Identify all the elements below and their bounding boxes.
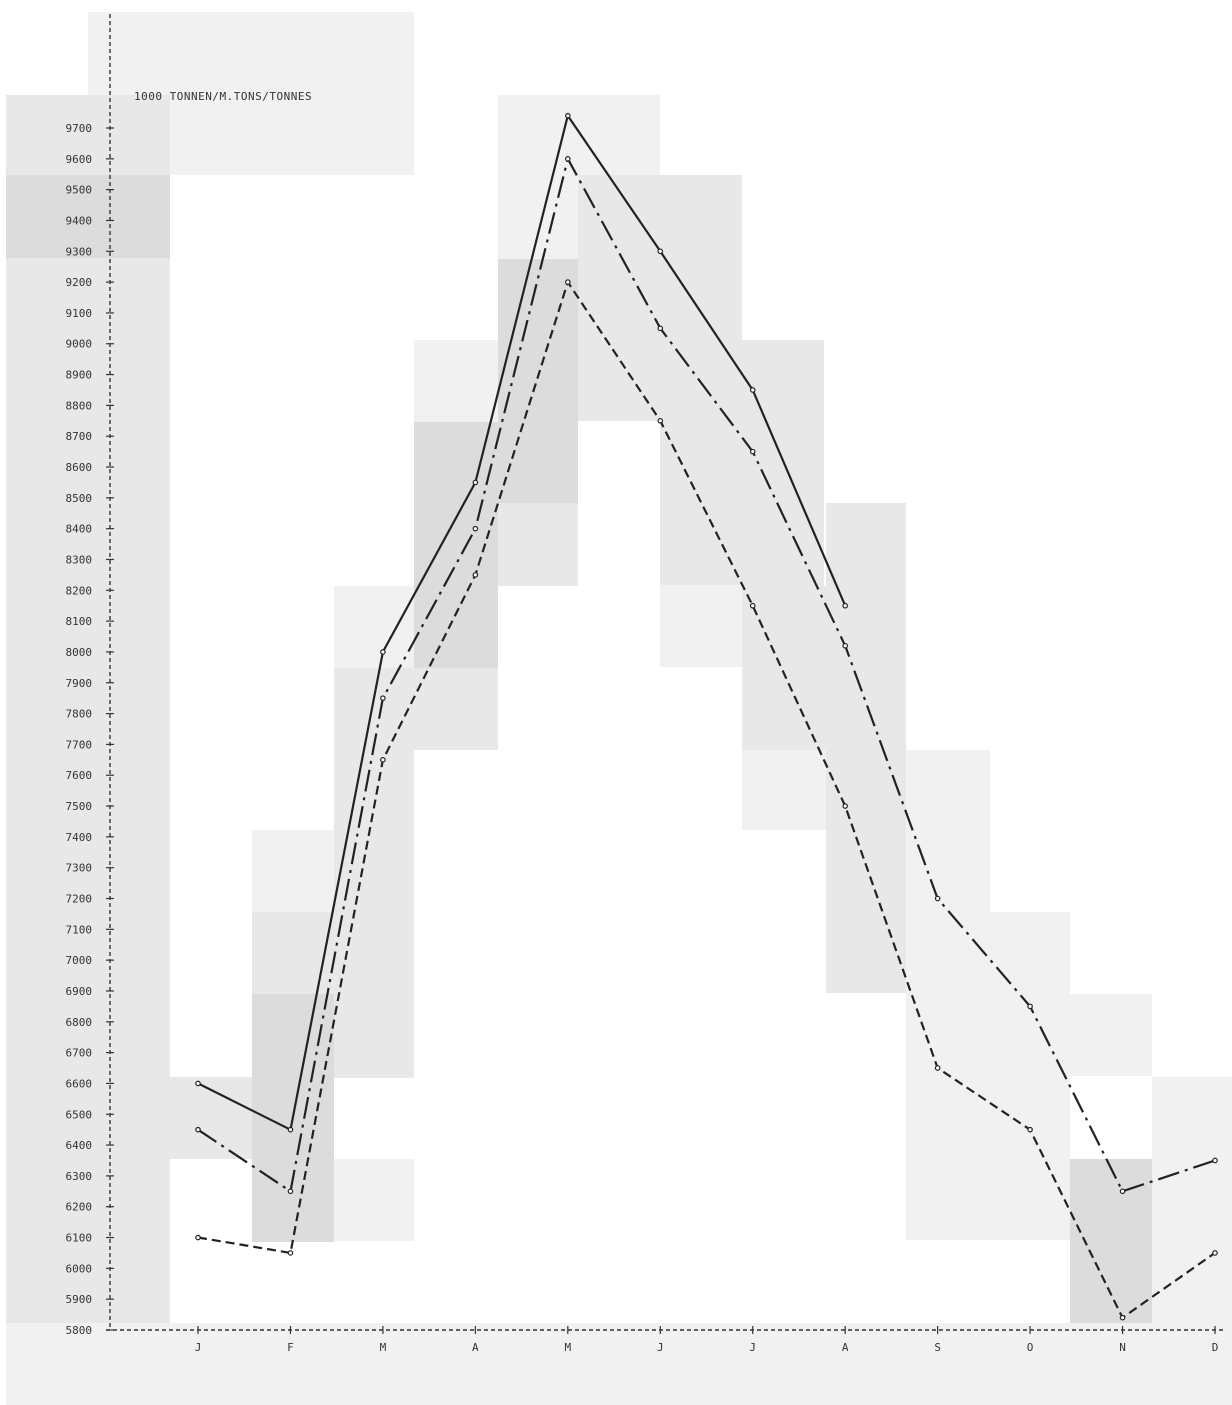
y-tick-label: 6300 <box>66 1170 93 1183</box>
y-tick-label: 6000 <box>66 1262 93 1275</box>
x-tick-label: A <box>472 1341 479 1354</box>
y-tick-label: 6600 <box>66 1077 93 1090</box>
x-tick-label: N <box>1119 1341 1126 1354</box>
series-point-dashed <box>1027 1126 1033 1133</box>
y-tick-label: 8600 <box>66 461 93 474</box>
y-tick-label: 7100 <box>66 923 93 936</box>
y-tick-label: 9300 <box>66 245 93 258</box>
series-line-dashed <box>197 281 1216 1319</box>
x-tick-label: M <box>380 1341 387 1354</box>
unit-label: 1000 TONNEN/M.TONS/TONNES <box>134 90 312 103</box>
series-point-dash-dot <box>1119 1188 1126 1195</box>
y-tick-label: 9700 <box>66 122 93 135</box>
y-tick-label: 9400 <box>66 214 93 227</box>
series-point-solid <box>657 248 664 255</box>
series-point-dash-dot <box>842 642 848 649</box>
y-tick-label: 6800 <box>66 1016 93 1029</box>
series-point-solid <box>380 649 386 655</box>
x-tick-label: J <box>749 1341 756 1354</box>
series-point-dash-dot <box>657 325 664 332</box>
series-point-dashed <box>934 1065 941 1071</box>
y-tick-label: 7600 <box>66 769 93 782</box>
series-point-dashed <box>287 1250 294 1256</box>
x-tick-label: J <box>657 1341 664 1354</box>
y-tick-label: 9200 <box>66 276 93 289</box>
x-tick-label: A <box>842 1341 849 1354</box>
x-tick-label: F <box>287 1341 294 1354</box>
y-tick-label: 8700 <box>66 430 93 443</box>
y-tick-label: 9500 <box>66 184 93 197</box>
series-point-dash-dot <box>195 1126 201 1133</box>
series-point-dashed <box>1212 1250 1218 1256</box>
series-point-dashed <box>195 1234 201 1241</box>
series-point-dash-dot <box>749 448 756 455</box>
y-tick-label: 6700 <box>66 1047 93 1060</box>
y-tick-label: 7800 <box>66 708 93 721</box>
series-point-dash-dot <box>1212 1157 1218 1164</box>
series-point-dashed <box>380 757 386 763</box>
y-tick-label: 9100 <box>66 307 93 320</box>
y-tick-label: 7700 <box>66 738 93 751</box>
series-point-solid <box>749 387 756 393</box>
series-point-solid <box>565 112 571 119</box>
y-tick-label: 8100 <box>66 615 93 628</box>
series-point-dash-dot <box>472 525 479 532</box>
x-tick-label: M <box>565 1341 572 1354</box>
series-point-dash-dot <box>1027 1003 1033 1010</box>
y-tick-label: 8300 <box>66 553 93 566</box>
y-tick-label: 6200 <box>66 1201 93 1214</box>
x-tick-label: S <box>934 1341 941 1354</box>
series-line-solid <box>197 114 847 1131</box>
series-point-dash-dot <box>565 156 571 162</box>
scan-background <box>6 12 1232 1405</box>
series-point-dashed <box>657 417 664 424</box>
x-tick-label: O <box>1027 1341 1034 1354</box>
y-tick-label: 8800 <box>66 399 93 412</box>
y-tick-label: 8400 <box>66 523 93 536</box>
series-point-dashed <box>1119 1314 1126 1321</box>
y-tick-label: 9000 <box>66 338 93 351</box>
series-point-dash-dot <box>934 895 941 902</box>
x-tick-label: D <box>1212 1341 1219 1354</box>
y-axis-ticks: 5800 5900 6000 6100 6200 6300 6400 6500 6600 6700… <box>66 122 114 1337</box>
y-tick-label: 6900 <box>66 985 93 998</box>
y-tick-label: 6500 <box>66 1108 93 1121</box>
series-point-dashed <box>472 572 479 578</box>
series-point-solid <box>287 1126 294 1133</box>
series-point-dash-dot <box>380 695 386 701</box>
y-tick-label: 5900 <box>66 1293 93 1306</box>
y-tick-label: 6100 <box>66 1232 93 1245</box>
x-tick-label: J <box>195 1341 202 1354</box>
y-tick-label: 6400 <box>66 1139 93 1152</box>
series-point-solid <box>842 602 848 609</box>
y-tick-label: 8200 <box>66 584 93 597</box>
y-tick-label: 7400 <box>66 831 93 844</box>
series-point-dash-dot <box>287 1188 294 1195</box>
series-point-dashed <box>842 803 848 809</box>
y-tick-label: 7000 <box>66 954 93 967</box>
y-tick-label: 8000 <box>66 646 93 659</box>
y-tick-label: 7200 <box>66 893 93 906</box>
y-tick-label: 8900 <box>66 369 93 382</box>
y-tick-label: 7500 <box>66 800 93 813</box>
y-tick-label: 9600 <box>66 153 93 166</box>
series-point-solid <box>195 1080 201 1087</box>
series-point-dashed <box>565 279 571 285</box>
y-tick-label: 7900 <box>66 677 93 690</box>
series-point-dashed <box>749 602 756 609</box>
y-tick-label: 5800 <box>66 1324 93 1337</box>
series-line-dash-dot <box>197 157 1216 1193</box>
series-point-solid <box>472 479 479 486</box>
y-tick-label: 7300 <box>66 862 93 875</box>
series-lines <box>195 112 1218 1321</box>
y-tick-label: 8500 <box>66 492 93 505</box>
